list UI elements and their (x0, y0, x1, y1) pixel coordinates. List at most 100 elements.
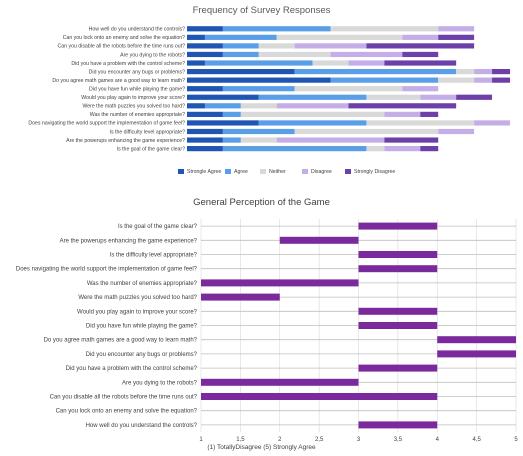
bar-segment-2 (204, 34, 277, 40)
bar-segment-5 (456, 94, 493, 100)
bar-segment-3 (294, 128, 439, 135)
bar-segment-3 (240, 111, 385, 117)
survey-frequency-chart: How well do you understand the controls?… (28, 26, 510, 152)
bar-segment-1 (187, 120, 259, 126)
bar-segment-4 (474, 68, 493, 75)
category-label: Did you have fun while playing the game? (89, 87, 185, 93)
category-label: Can you lock onto an enemy and solve the… (56, 409, 198, 415)
category-label: Are the powerups enhancing the game expe… (60, 238, 198, 244)
bar-segment-3 (294, 86, 403, 92)
category-label: Were the math puzzles you solved too har… (82, 104, 185, 110)
bar-segment-1 (187, 60, 205, 66)
range-bar (358, 222, 438, 230)
category-label: Would you play again to improve your sco… (77, 309, 198, 315)
bar-segment-4 (474, 120, 510, 126)
range-bar (358, 421, 438, 429)
range-bar (358, 265, 438, 273)
range-bar (358, 364, 438, 372)
bar-segment-2 (222, 86, 295, 92)
legend-item: Neither (260, 169, 286, 175)
category-label: Is the difficulty level appropriate? (110, 129, 186, 135)
range-bar (437, 336, 516, 344)
range-bar (201, 279, 359, 287)
legend-swatch (345, 169, 351, 174)
range-bar (279, 236, 359, 244)
bar-segment-4 (294, 43, 367, 49)
bar-segment-1 (187, 26, 223, 32)
bar-segment-3 (312, 60, 349, 66)
category-label: Are you dying to the robots? (122, 380, 198, 386)
bar-segment-2 (294, 68, 457, 75)
bar-segment-1 (187, 68, 295, 75)
bar-segment-4 (438, 128, 475, 135)
x-tick-label: 2 (278, 437, 282, 443)
bar-segment-4 (474, 77, 493, 83)
category-label: Can you lock onto an enemy and solve the… (63, 35, 185, 41)
bar-segment-5 (492, 68, 510, 75)
bar-segment-4 (348, 60, 385, 66)
bar-segment-1 (187, 34, 205, 40)
bar-segment-2 (222, 128, 295, 135)
bar-segment-3 (330, 26, 439, 32)
category-label: Can you disable all the robots before th… (58, 44, 186, 50)
bar-segment-4 (438, 26, 475, 32)
category-label: Are the powerups enhancing the game expe… (66, 138, 185, 144)
bar-segment-2 (222, 51, 259, 58)
bar-segment-2 (222, 43, 259, 49)
bar-segment-3 (438, 77, 475, 83)
chart-1-legend: Strongle Agree Agree Neither Disagree Strong… (0, 169, 523, 181)
legend-swatch (178, 169, 184, 174)
bar-segment-5 (366, 43, 475, 49)
bar-segment-1 (187, 94, 259, 100)
bar-segment-5 (492, 77, 510, 83)
legend-item: Disagree (302, 169, 332, 175)
legend-swatch (225, 169, 231, 174)
chart-1-title: Frequency of Survey Responses (192, 5, 331, 16)
bar-segment-1 (187, 51, 223, 58)
legend-label: Strongle Agree (187, 169, 222, 175)
legend-label: Disagree (311, 169, 332, 175)
legend-item: Agree (225, 169, 248, 175)
category-label: Do you agree math games are a good way t… (52, 78, 185, 84)
range-bar (201, 393, 438, 400)
bar-segment-3 (240, 137, 277, 143)
bar-segment-5 (420, 146, 439, 152)
category-label: Was the number of enemies appropriate? (90, 112, 185, 118)
category-label: Is the goal of the game clear? (118, 224, 198, 230)
x-tick-label: 1,5 (236, 437, 245, 443)
bar-segment-5 (348, 103, 457, 109)
category-label: Are you dying to the robots? (120, 52, 185, 58)
category-label: Is the difficulty level appropriate? (110, 253, 198, 259)
category-label: Were the math puzzles you solved too har… (78, 295, 197, 301)
bar-segment-3 (366, 120, 475, 126)
bar-segment-2 (222, 137, 241, 143)
bar-segment-5 (384, 60, 457, 66)
bar-segment-2 (330, 77, 439, 83)
bar-segment-5 (420, 111, 439, 117)
bar-segment-1 (187, 103, 205, 109)
bar-segment-4 (420, 94, 457, 100)
legend-swatch (302, 169, 308, 174)
category-label: Did you have a problem with the control … (66, 366, 198, 372)
category-label: Does navigating the world support the im… (16, 267, 198, 273)
bar-segment-4 (276, 103, 349, 109)
category-label: Would you play again to improve your sco… (81, 95, 185, 101)
bar-segment-4 (384, 111, 421, 117)
bar-segment-4 (330, 51, 403, 58)
bar-segment-2 (222, 26, 331, 32)
x-tick-label: 2,5 (315, 437, 324, 443)
category-label: Does navigating the world support the im… (28, 121, 185, 127)
bar-segment-1 (187, 128, 223, 135)
legend-swatch (260, 169, 266, 174)
x-tick-label: 3 (357, 437, 361, 443)
range-bar (201, 293, 280, 301)
category-label: Did you encounter any bugs or problems? (86, 352, 198, 358)
legend-item: Strongle Agree (178, 169, 221, 175)
bar-segment-2 (222, 146, 367, 152)
category-label: Was the number of enemies appropriate? (87, 281, 198, 287)
bar-segment-1 (187, 43, 223, 49)
bar-segment-1 (187, 77, 331, 83)
bar-segment-2 (204, 103, 241, 109)
bar-segment-4 (402, 86, 439, 92)
